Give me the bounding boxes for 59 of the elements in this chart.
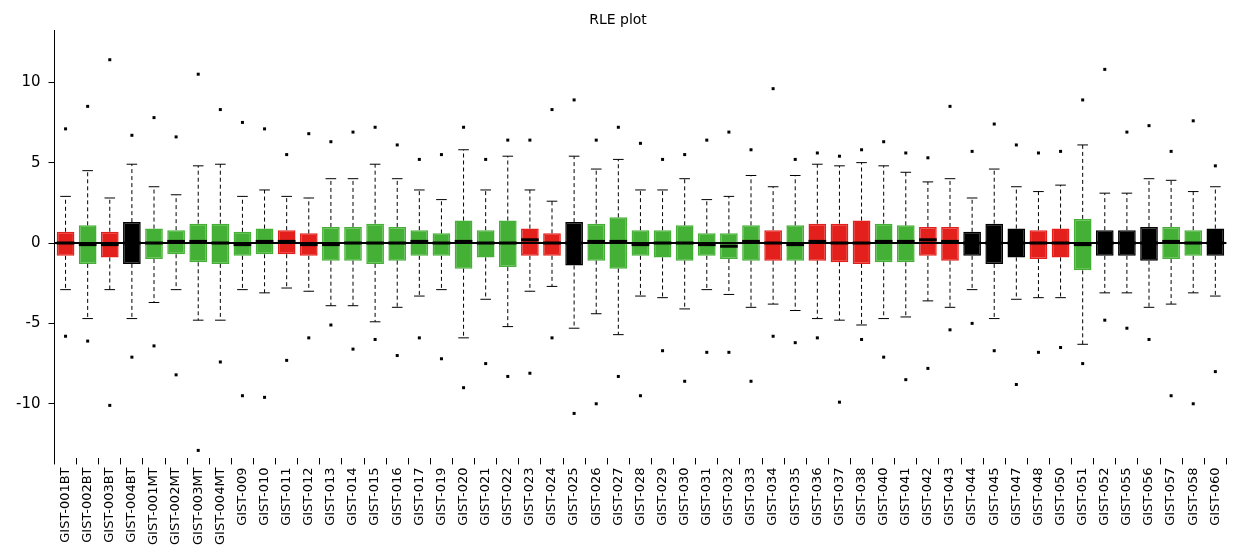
x-tick-label: GIST-029 <box>653 467 669 526</box>
x-tick-label: GIST-058 <box>1184 467 1200 526</box>
x-tick-label: GIST-032 <box>720 467 736 526</box>
x-tick-label: GIST-004MT <box>211 467 227 546</box>
x-tick-label: GIST-038 <box>852 467 868 526</box>
x-tick-label: GIST-015 <box>366 467 382 526</box>
x-tick-label: GIST-050 <box>1051 467 1067 526</box>
x-tick-label: GIST-047 <box>1007 467 1023 526</box>
x-tick-label: GIST-031 <box>698 467 714 526</box>
x-tick-label: GIST-011 <box>278 467 294 526</box>
x-tick-label: GIST-048 <box>1029 467 1045 526</box>
y-tick-label: -5 <box>25 313 41 332</box>
x-tick-label: GIST-022 <box>499 467 515 526</box>
x-tick-label: GIST-002MT <box>167 467 183 546</box>
y-tick-label: 0 <box>30 232 41 251</box>
x-tick-label: GIST-001BT <box>56 467 72 543</box>
chart-title: RLE plot <box>589 11 648 28</box>
x-tick-label: GIST-003MT <box>189 467 205 546</box>
x-tick-label: GIST-051 <box>1074 467 1090 526</box>
y-tick-label: -10 <box>16 393 41 412</box>
x-tick-label: GIST-023 <box>521 467 537 526</box>
x-tick-label: GIST-012 <box>300 467 316 526</box>
x-tick-label: GIST-016 <box>388 467 404 526</box>
x-tick-label: GIST-028 <box>631 467 647 526</box>
x-tick-label: GIST-052 <box>1096 467 1112 526</box>
x-tick-label: GIST-056 <box>1140 467 1156 526</box>
x-tick-label: GIST-017 <box>410 467 426 526</box>
x-tick-label: GIST-024 <box>543 467 559 526</box>
x-tick-label: GIST-020 <box>454 467 470 526</box>
x-tick-label: GIST-019 <box>432 467 448 526</box>
x-tick-label: GIST-026 <box>587 467 603 526</box>
x-tick-label: GIST-036 <box>808 467 824 526</box>
x-tick-label: GIST-021 <box>477 467 493 526</box>
x-tick-label: GIST-027 <box>609 467 625 526</box>
x-tick-label: GIST-033 <box>742 467 758 526</box>
x-tick-label: GIST-009 <box>233 467 249 526</box>
x-tick-label: GIST-034 <box>764 467 780 526</box>
x-tick-label: GIST-045 <box>985 467 1001 526</box>
x-tick-label: GIST-040 <box>875 467 891 526</box>
x-tick-label: GIST-037 <box>830 467 846 526</box>
x-tick-label: GIST-042 <box>919 467 935 526</box>
x-tick-label: GIST-001MT <box>145 467 161 546</box>
x-tick-label: GIST-010 <box>255 467 271 526</box>
x-tick-label: GIST-041 <box>897 467 913 526</box>
x-tick-label: GIST-002BT <box>79 467 95 543</box>
x-tick-label: GIST-030 <box>676 467 692 526</box>
x-tick-label: GIST-060 <box>1206 467 1222 526</box>
x-tick-label: GIST-014 <box>344 467 360 526</box>
x-tick-label: GIST-035 <box>786 467 802 526</box>
x-tick-label: GIST-057 <box>1162 467 1178 526</box>
x-tick-label: GIST-025 <box>565 467 581 526</box>
y-tick-label: 5 <box>30 152 41 171</box>
x-tick-label: GIST-043 <box>941 467 957 526</box>
x-tick-label: GIST-044 <box>963 467 979 526</box>
x-tick-label: GIST-055 <box>1118 467 1134 526</box>
x-tick-label: GIST-004BT <box>123 467 139 543</box>
y-tick-label: 10 <box>21 72 41 91</box>
x-tick-label: GIST-003BT <box>101 467 117 543</box>
x-tick-label: GIST-013 <box>322 467 338 526</box>
